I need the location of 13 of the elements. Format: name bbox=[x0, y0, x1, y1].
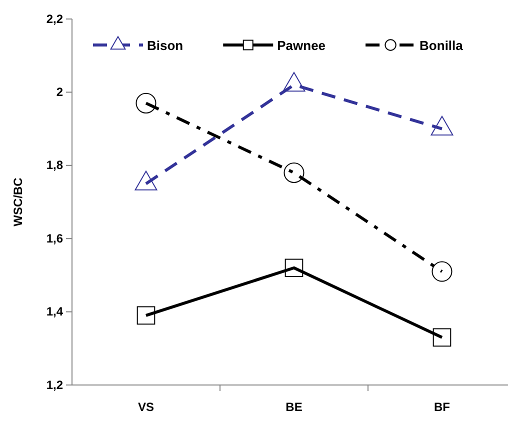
y-tick-label: 1,2 bbox=[46, 378, 64, 392]
y-tick-label: 2,2 bbox=[46, 12, 64, 26]
legend-label: Bison bbox=[147, 38, 184, 53]
legend-label: Bonilla bbox=[420, 38, 464, 53]
legend-label: Pawnee bbox=[277, 38, 326, 53]
x-tick-label: BE bbox=[286, 400, 302, 414]
y-axis-title: WSC/BC bbox=[11, 177, 25, 226]
y-tick-label: 1,6 bbox=[46, 231, 64, 246]
y-tick-label: 1,4 bbox=[46, 304, 64, 319]
y-tick-label: 2 bbox=[56, 85, 64, 100]
y-tick-label: 1,8 bbox=[46, 158, 64, 172]
x-tick-label: VS bbox=[138, 400, 154, 414]
x-tick-label: BF bbox=[434, 400, 450, 414]
